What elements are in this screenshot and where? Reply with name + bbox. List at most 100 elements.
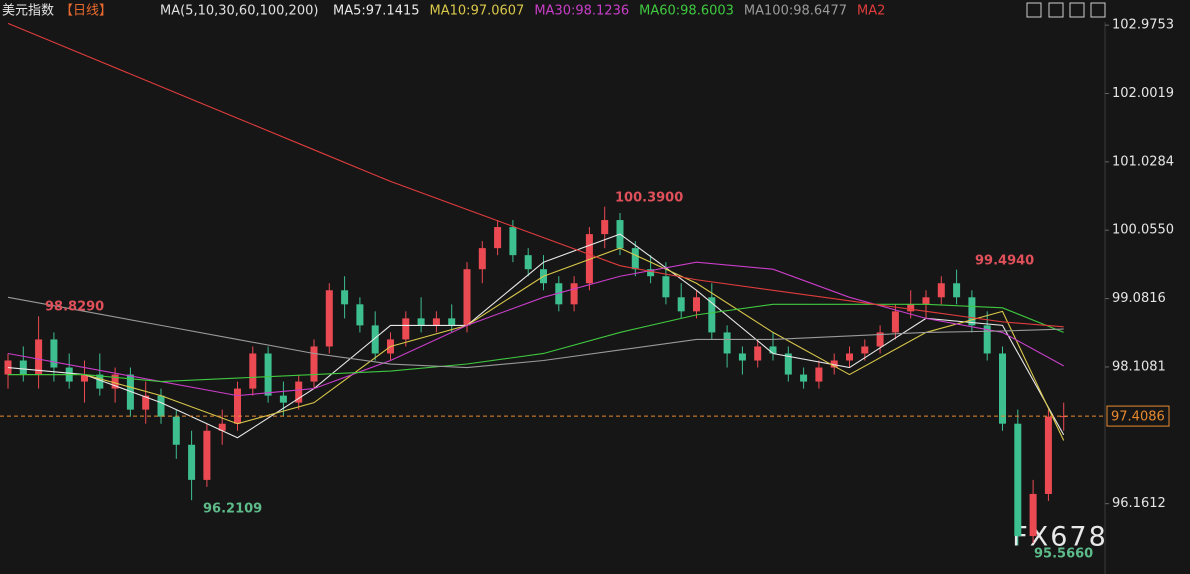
annotation: 100.3900 — [615, 191, 683, 206]
candle-body — [815, 367, 823, 382]
candle-body — [96, 374, 104, 389]
candle-body — [295, 381, 303, 403]
ma-line — [8, 247, 1065, 441]
candle-body — [570, 283, 578, 305]
candle-body — [478, 248, 486, 270]
y-tick-label: 102.9753 — [1112, 18, 1174, 33]
candle-body — [800, 374, 808, 382]
candle-body — [968, 297, 976, 326]
candle-body — [555, 283, 563, 305]
ma-caption: MA(5,10,30,60,100,200) — [160, 4, 318, 19]
candle-body — [81, 374, 88, 382]
candle-body — [432, 318, 440, 326]
candle-body — [463, 269, 471, 326]
chart-title: 美元指数 — [2, 4, 54, 19]
candle-body — [50, 339, 58, 368]
legend-entry: MA10:97.0607 — [430, 4, 525, 19]
legend-entry: MA100:98.6477 — [744, 4, 847, 19]
y-tick-label: 96.1612 — [1112, 496, 1166, 511]
legend-entry: MA60:98.6003 — [639, 4, 734, 19]
candle-body — [203, 430, 211, 480]
candle-body — [983, 325, 991, 354]
candle-body — [417, 318, 425, 326]
toolbar — [1026, 2, 1106, 18]
candle-body — [1014, 423, 1022, 537]
candle-body — [922, 297, 930, 305]
legend-entry: MA5:97.1415 — [333, 4, 420, 19]
candle-body — [830, 360, 838, 368]
tool-icon[interactable] — [1048, 2, 1064, 18]
annotation: 98.8290 — [45, 300, 104, 315]
candle-body — [769, 346, 777, 354]
candle-body — [356, 304, 364, 326]
ma-line — [7, 22, 1064, 328]
candle-body — [172, 416, 180, 445]
candle-body — [325, 290, 333, 347]
candle-body — [723, 332, 731, 354]
annotation: 95.5660 — [1034, 547, 1093, 562]
candle-body — [279, 395, 287, 403]
y-tick-label: 99.0816 — [1112, 291, 1166, 306]
period[interactable]: 【日线】 — [60, 4, 112, 19]
legend-entry: MA30:98.1236 — [534, 4, 629, 19]
annotation: 99.4940 — [975, 254, 1034, 269]
candle-body — [693, 297, 700, 312]
candle-body — [371, 325, 379, 354]
candle-body — [891, 311, 899, 333]
candle-body — [126, 374, 134, 410]
candle-body — [738, 353, 746, 361]
candle-body — [585, 234, 593, 284]
candle-body — [234, 388, 241, 424]
candle-body — [19, 360, 27, 375]
candle-body — [631, 248, 639, 270]
candle-body — [509, 227, 517, 256]
watermark: FX678 — [1012, 522, 1108, 553]
candle-body — [1044, 416, 1052, 494]
candle-body — [677, 297, 685, 312]
candle-body — [310, 346, 318, 382]
candle-body — [953, 283, 961, 298]
ma-line — [7, 261, 1064, 397]
candle-body — [218, 423, 226, 431]
legend-entry: MA2 — [857, 4, 885, 19]
y-tick-label: 98.1081 — [1112, 359, 1166, 374]
y-tick-label: 102.0019 — [1112, 86, 1174, 101]
candle-body — [876, 332, 884, 347]
candle-body — [754, 346, 762, 361]
candle-body — [601, 220, 609, 235]
candle-body — [524, 255, 532, 270]
tool-icon[interactable] — [1069, 2, 1085, 18]
current-price-label: 97.4086 — [1111, 410, 1165, 425]
candle-body — [784, 353, 792, 375]
y-tick-label: 101.0284 — [1112, 154, 1174, 169]
candle-body — [662, 276, 670, 298]
tool-icon[interactable] — [1090, 2, 1106, 18]
tool-icon[interactable] — [1026, 2, 1042, 18]
candle-body — [1060, 416, 1068, 418]
candle-body — [1029, 493, 1037, 537]
candle-body — [157, 395, 165, 417]
y-tick-label: 100.0550 — [1112, 223, 1174, 238]
candle-body — [188, 444, 196, 480]
ma-line — [7, 233, 1065, 439]
candle-body — [249, 353, 257, 389]
ma-line — [8, 303, 1064, 383]
candle-body — [264, 353, 272, 396]
candle-body — [35, 339, 43, 375]
ma-line — [7, 296, 1064, 369]
candle-body — [448, 318, 456, 326]
candle-body — [647, 269, 655, 277]
current-price-box — [1106, 405, 1170, 427]
candle-body — [341, 290, 349, 305]
candle-body — [708, 297, 716, 333]
candle-body — [494, 227, 502, 249]
annotation: 96.2109 — [203, 502, 262, 517]
candle-body — [846, 353, 853, 361]
candle-body — [861, 346, 869, 354]
candle-body — [907, 304, 915, 312]
candle-body — [937, 283, 945, 298]
candle-body — [111, 374, 119, 389]
